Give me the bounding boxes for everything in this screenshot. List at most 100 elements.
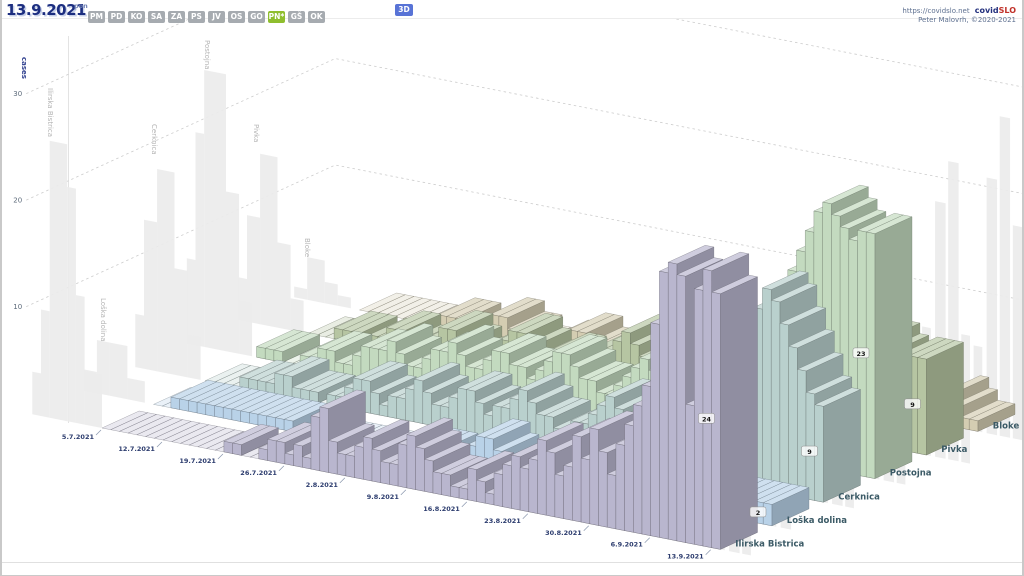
bar-front[interactable] [457,387,467,433]
bar-front[interactable] [779,322,789,496]
bar-front[interactable] [214,405,224,419]
bar-front[interactable] [441,473,451,497]
bar-front[interactable] [476,479,486,504]
bar-front[interactable] [336,452,347,477]
bar-front[interactable] [458,487,469,501]
bar-front[interactable] [572,434,582,523]
bar-front[interactable] [685,403,695,545]
bar-front[interactable] [797,368,807,500]
bar-front[interactable] [274,372,284,397]
bar-front[interactable] [196,401,207,416]
bar-front[interactable] [432,471,442,496]
bar-front[interactable] [267,438,277,463]
bar-front[interactable] [589,427,599,526]
region-button-SA[interactable]: SA [148,11,165,23]
bar-front[interactable] [484,492,495,506]
bar-front[interactable] [223,440,233,454]
bar-front[interactable] [422,391,432,426]
bar-front[interactable] [467,467,477,502]
bar-front[interactable] [554,473,564,519]
bar-front[interactable] [264,347,275,361]
bar-front[interactable] [363,436,373,482]
bar-front[interactable] [606,473,617,530]
bar-front[interactable] [378,404,389,418]
bar-front[interactable] [598,450,608,528]
bar-front[interactable] [389,462,399,487]
bar-front[interactable] [659,270,669,540]
bar-front[interactable] [302,456,312,470]
site-link[interactable]: https://covidslo.net [902,7,970,15]
bar-front[interactable] [528,458,538,514]
region-button-PD[interactable]: PD [108,11,125,23]
bar-front[interactable] [615,443,625,531]
bar-front[interactable] [650,322,660,538]
bar-front[interactable] [370,391,380,416]
bar-front[interactable] [284,452,294,466]
bar-front[interactable] [493,472,503,508]
bar-front[interactable] [222,407,233,421]
bar-front[interactable] [283,374,293,399]
region-button-OS[interactable]: OS [228,11,245,23]
region-button-GŠ[interactable]: GŠ [288,11,305,23]
bar-front[interactable] [676,274,686,543]
bar-front[interactable] [310,415,321,472]
bar-front[interactable] [354,445,364,480]
region-button-GO[interactable]: GO [248,11,265,23]
bar-front[interactable] [702,268,712,549]
region-button-PM[interactable]: PM [88,11,105,23]
bar-front[interactable] [328,440,338,475]
bar-front[interactable] [519,467,530,513]
bar-front[interactable] [865,231,876,479]
region-button-KO[interactable]: KO [128,11,145,23]
bar-front[interactable] [762,287,772,493]
bar-front[interactable] [240,410,250,424]
bar-front[interactable] [396,396,406,421]
bar-front[interactable] [415,446,425,492]
bar-front[interactable] [406,434,416,490]
region-button-PS[interactable]: PS [188,11,205,23]
region-button-OK[interactable]: OK [308,11,325,23]
bar-front[interactable] [179,398,189,412]
bar-front[interactable] [466,389,476,435]
region-button-JV[interactable]: JV [208,11,225,23]
bar-front[interactable] [275,440,286,465]
bar-front[interactable] [450,485,460,499]
mode-3d-button[interactable]: 3D [395,4,413,16]
bar-front[interactable] [563,465,573,521]
bar-front[interactable] [511,454,521,511]
bar-front[interactable] [968,418,979,432]
bar-front[interactable] [256,346,266,360]
bar-front[interactable] [405,387,415,423]
bar-front[interactable] [231,408,241,422]
bar-front[interactable] [770,299,781,495]
bar-front[interactable] [345,454,355,478]
bar-front[interactable] [249,412,259,426]
bar-front[interactable] [232,442,242,456]
region-button-PN[interactable]: PN* [268,11,285,23]
bar-front[interactable] [580,457,591,525]
bar-front[interactable] [537,438,547,516]
bar-front[interactable] [474,401,484,436]
bar-front[interactable] [258,447,268,461]
region-button-ZA[interactable]: ZA [168,11,185,23]
bar-front[interactable] [633,404,643,535]
bar-front[interactable] [293,443,303,468]
bar-front[interactable] [667,261,678,542]
bar-front[interactable] [352,354,362,379]
bar-front[interactable] [424,458,434,494]
bar-front[interactable] [188,400,198,414]
bar-front[interactable] [371,448,381,484]
bar-front[interactable] [170,396,180,410]
bar-front[interactable] [545,450,556,518]
bar-front[interactable] [319,406,329,473]
bar-front[interactable] [397,443,408,489]
bar-front[interactable] [413,378,424,424]
bar-front[interactable] [205,403,215,417]
bar-front[interactable] [917,357,927,456]
bar-front[interactable] [387,395,397,419]
bar-front[interactable] [624,423,634,533]
bar-front[interactable] [814,404,824,503]
bar-front[interactable] [788,345,798,498]
bar-front[interactable] [380,461,390,485]
bar-front[interactable] [711,291,721,550]
